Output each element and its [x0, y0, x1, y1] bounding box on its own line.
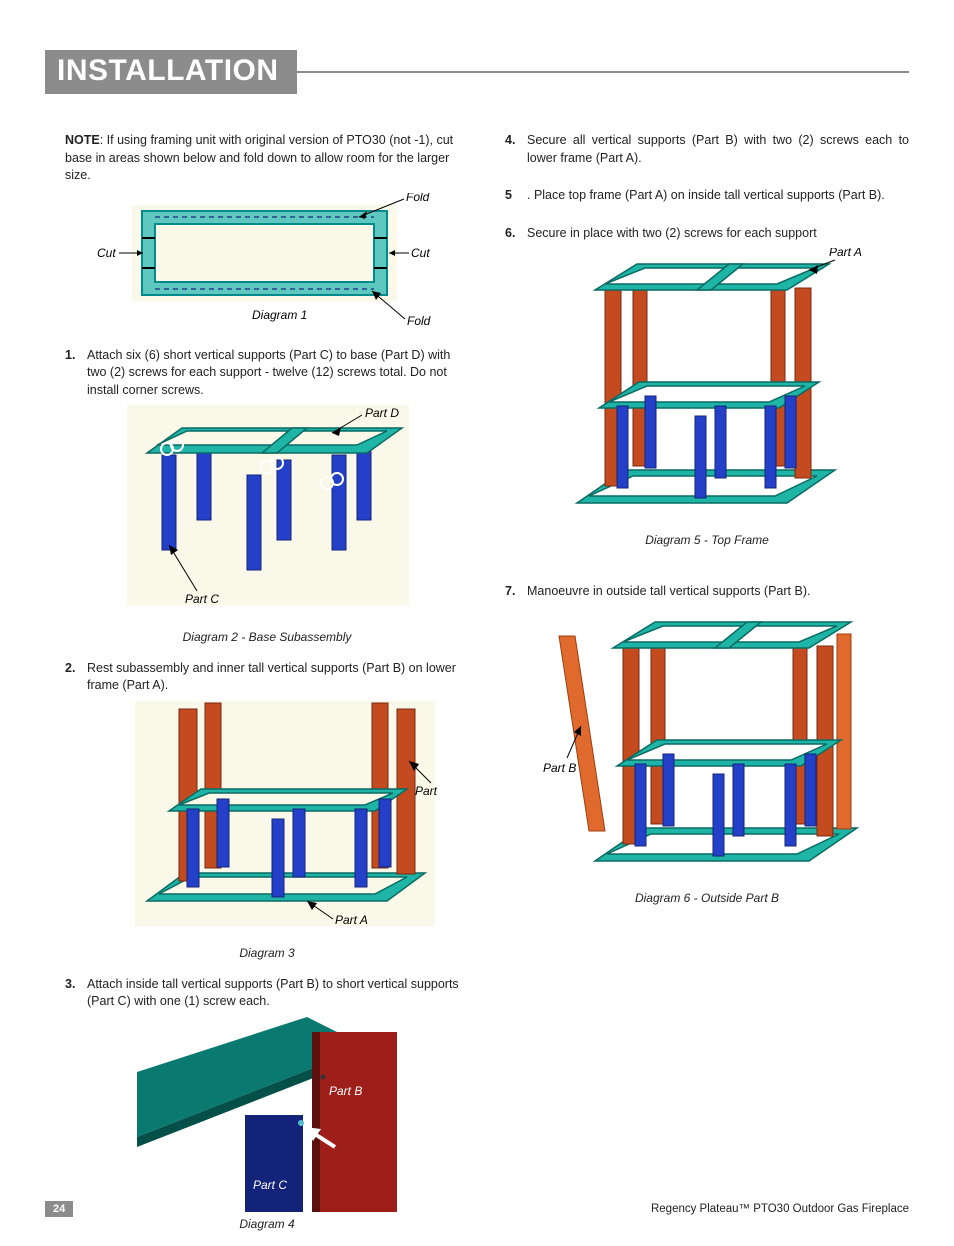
- diagram-2-caption: Diagram 2 - Base Subassembly: [183, 629, 352, 646]
- step-number: 6.: [505, 225, 527, 243]
- step-number: 7.: [505, 583, 527, 601]
- step-text: Secure in place with two (2) screws for …: [527, 225, 909, 243]
- svg-text:Part D: Part D: [365, 406, 399, 420]
- diagram-3: Part B Part A Diagram 3: [65, 701, 469, 962]
- diagram-6-svg: Part B: [537, 606, 877, 886]
- diagram-5-svg: Part A: [547, 248, 867, 528]
- step-text: Manoeuvre in outside tall vertical suppo…: [527, 583, 909, 601]
- svg-text:Diagram 1: Diagram 1: [252, 308, 307, 322]
- svg-text:Part B: Part B: [329, 1084, 362, 1098]
- svg-text:Fold: Fold: [406, 193, 430, 204]
- step-number: 3.: [65, 976, 87, 1011]
- step-number: 4.: [505, 132, 527, 167]
- diagram-2-svg: Part D Part C: [107, 405, 427, 625]
- step-number: 5: [505, 187, 527, 205]
- step-text: Secure all vertical supports (Part B) wi…: [527, 132, 909, 167]
- diagram-3-caption: Diagram 3: [239, 945, 294, 962]
- diagram-6: Part B Diagram 6 - Outside Part B: [505, 606, 909, 907]
- step-5: 5 . Place top frame (Part A) on inside t…: [505, 187, 909, 205]
- note-text: : If using framing unit with original ve…: [65, 133, 453, 182]
- svg-text:Part A: Part A: [335, 913, 368, 927]
- step-text: Attach six (6) short vertical supports (…: [87, 347, 469, 400]
- diagram-6-caption: Diagram 6 - Outside Part B: [635, 890, 779, 907]
- svg-text:Part B: Part B: [415, 784, 437, 798]
- step-3: 3. Attach inside tall vertical supports …: [65, 976, 469, 1011]
- diagram-5: Part A Diagram 5 - Top Frame: [505, 248, 909, 549]
- step-6: 6. Secure in place with two (2) screws f…: [505, 225, 909, 243]
- note-block: NOTE: If using framing unit with origina…: [65, 132, 469, 185]
- svg-text:Part B: Part B: [543, 761, 576, 775]
- svg-text:Fold: Fold: [407, 314, 431, 328]
- svg-text:Cut: Cut: [97, 246, 116, 260]
- diagram-3-svg: Part B Part A: [97, 701, 437, 941]
- step-1: 1. Attach six (6) short vertical support…: [65, 347, 469, 400]
- step-number: 2.: [65, 660, 87, 695]
- left-column: NOTE: If using framing unit with origina…: [45, 132, 469, 1246]
- diagram-4-svg: Part B Part C: [137, 1017, 397, 1212]
- note-label: NOTE: [65, 133, 100, 147]
- step-7: 7. Manoeuvre in outside tall vertical su…: [505, 583, 909, 601]
- step-text: Attach inside tall vertical supports (Pa…: [87, 976, 469, 1011]
- right-column: 4. Secure all vertical supports (Part B)…: [505, 132, 909, 1246]
- svg-text:Part A: Part A: [829, 248, 862, 259]
- svg-text:Part C: Part C: [185, 592, 219, 606]
- product-name: Regency Plateau™ PTO30 Outdoor Gas Firep…: [651, 1203, 909, 1215]
- section-title: INSTALLATION: [45, 50, 297, 94]
- step-text: . Place top frame (Part A) on inside tal…: [527, 187, 909, 205]
- page-footer: 24 Regency Plateau™ PTO30 Outdoor Gas Fi…: [45, 1201, 909, 1217]
- step-2: 2. Rest subassembly and inner tall verti…: [65, 660, 469, 695]
- svg-text:Cut: Cut: [411, 246, 430, 260]
- header-rule: [297, 71, 909, 73]
- diagram-5-caption: Diagram 5 - Top Frame: [645, 532, 769, 549]
- step-number: 1.: [65, 347, 87, 400]
- diagram-1: Cut Cut Fold Fold Diagram 1: [65, 193, 469, 333]
- page-number: 24: [45, 1201, 73, 1217]
- svg-text:Part C: Part C: [253, 1178, 287, 1192]
- page-header: INSTALLATION: [45, 50, 909, 94]
- document-page: INSTALLATION NOTE: If using framing unit…: [0, 0, 954, 1235]
- diagram-2: Part D Part C Diagram 2 - Base Subassemb…: [65, 405, 469, 646]
- step-4: 4. Secure all vertical supports (Part B)…: [505, 132, 909, 167]
- step-text: Rest subassembly and inner tall vertical…: [87, 660, 469, 695]
- diagram-4-caption: Diagram 4: [239, 1216, 294, 1233]
- diagram-1-svg: Cut Cut Fold Fold Diagram 1: [97, 193, 437, 333]
